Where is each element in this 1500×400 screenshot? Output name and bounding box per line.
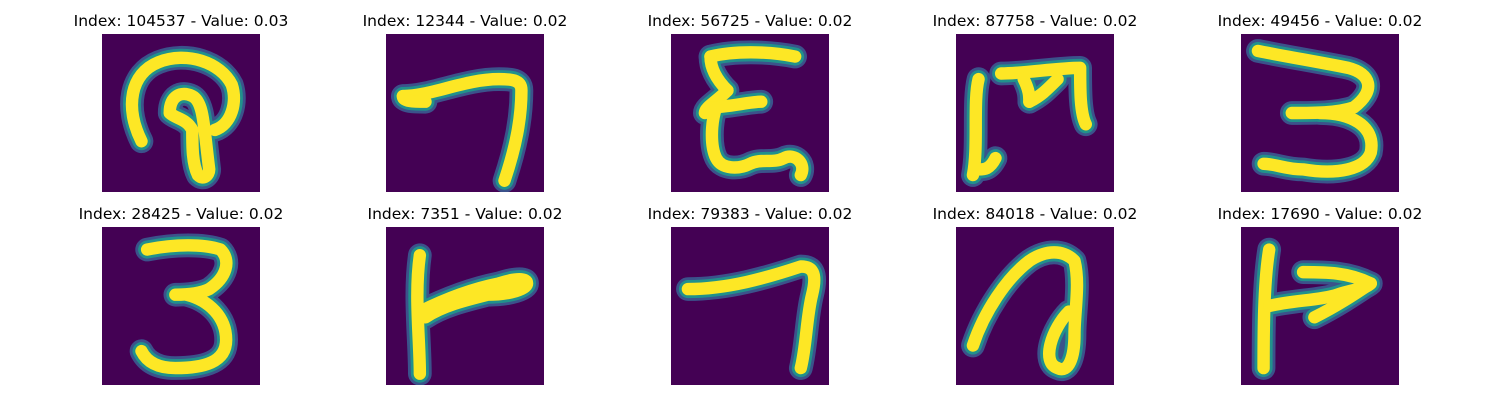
digit-image [1241, 227, 1399, 385]
panel-3: Index: 56725 - Value: 0.02 [625, 12, 875, 192]
glyph-104537 [102, 34, 260, 192]
panel-5: Index: 49456 - Value: 0.02 [1195, 12, 1445, 192]
panel-title: Index: 56725 - Value: 0.02 [625, 12, 875, 30]
panel-4: Index: 87758 - Value: 0.02 [910, 12, 1160, 192]
panel-6: Index: 28425 - Value: 0.02 [56, 205, 306, 385]
glyph-84018 [956, 227, 1114, 385]
digit-image [102, 227, 260, 385]
panel-title: Index: 79383 - Value: 0.02 [625, 205, 875, 223]
panel-title: Index: 87758 - Value: 0.02 [910, 12, 1160, 30]
panel-title: Index: 7351 - Value: 0.02 [340, 205, 590, 223]
glyph-12344 [386, 34, 544, 192]
glyph-79383 [671, 227, 829, 385]
glyph-56725 [671, 34, 829, 192]
glyph-7351 [386, 227, 544, 385]
panel-title: Index: 12344 - Value: 0.02 [340, 12, 590, 30]
digit-image [671, 227, 829, 385]
panel-title: Index: 84018 - Value: 0.02 [910, 205, 1160, 223]
digit-image [102, 34, 260, 192]
glyph-49456 [1241, 34, 1399, 192]
digit-image [1241, 34, 1399, 192]
panel-7: Index: 7351 - Value: 0.02 [340, 205, 590, 385]
panel-10: Index: 17690 - Value: 0.02 [1195, 205, 1445, 385]
digit-image [671, 34, 829, 192]
glyph-87758 [956, 34, 1114, 192]
panel-title: Index: 104537 - Value: 0.03 [56, 12, 306, 30]
panel-2: Index: 12344 - Value: 0.02 [340, 12, 590, 192]
panel-title: Index: 17690 - Value: 0.02 [1195, 205, 1445, 223]
panel-9: Index: 84018 - Value: 0.02 [910, 205, 1160, 385]
glyph-28425 [102, 227, 260, 385]
digit-image [386, 227, 544, 385]
digit-image [956, 34, 1114, 192]
panel-8: Index: 79383 - Value: 0.02 [625, 205, 875, 385]
digit-image [956, 227, 1114, 385]
panel-title: Index: 28425 - Value: 0.02 [56, 205, 306, 223]
glyph-17690 [1241, 227, 1399, 385]
digit-image [386, 34, 544, 192]
panel-1: Index: 104537 - Value: 0.03 [56, 12, 306, 192]
panel-title: Index: 49456 - Value: 0.02 [1195, 12, 1445, 30]
